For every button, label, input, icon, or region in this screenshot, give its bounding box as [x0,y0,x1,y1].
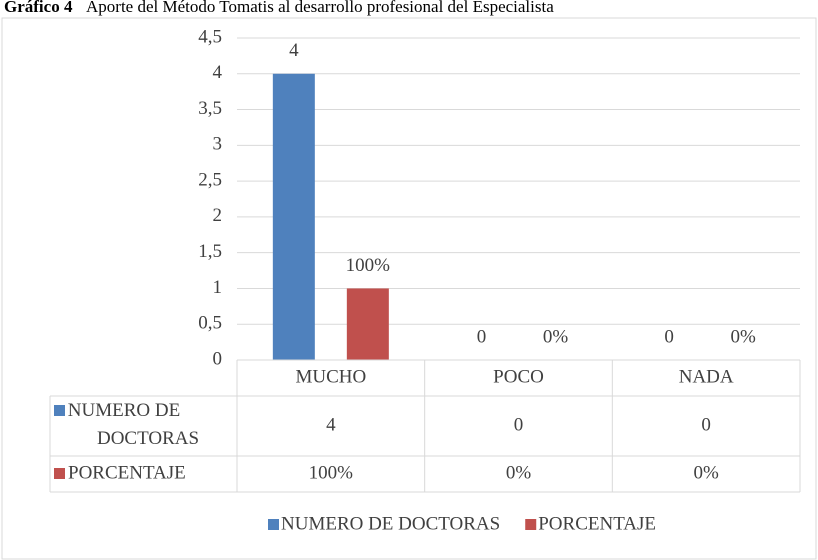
table-legend-key [54,468,65,479]
chart-subtitle: Aporte del Método Tomatis al desarrollo … [86,0,554,16]
data-label: 0% [731,326,757,347]
legend-label: NUMERO DE DOCTORAS [281,513,500,534]
table-row-label: PORCENTAJE [68,462,186,483]
y-tick-label: 2,5 [198,169,222,190]
bar [346,288,389,360]
bar [272,73,315,361]
data-label: 0% [543,326,569,347]
x-tick-label: NADA [679,366,734,387]
legend-label: PORCENTAJE [538,513,656,534]
y-tick-label: 2 [213,205,223,226]
data-label: 0 [477,326,487,347]
y-tick-label: 1 [213,277,223,298]
table-cell: 100% [309,462,354,483]
chart-title: Gráfico 4 [4,0,73,16]
legend-key [268,519,279,530]
table-cell: 4 [326,414,336,435]
table-cell: 0 [514,414,524,435]
table-cell: 0 [701,414,711,435]
y-tick-label: 3 [213,134,223,155]
table-row-label: NUMERO DE DOCTORAS [68,400,199,449]
y-tick-label: 3,5 [198,98,222,119]
y-tick-label: 1,5 [198,241,222,262]
data-label: 0 [664,326,674,347]
data-label: 100% [346,255,391,276]
table-cell: 0% [506,462,532,483]
legend-key [525,519,537,530]
y-tick-label: 4,5 [198,26,222,47]
table-legend-key [54,405,65,416]
y-tick-label: 0,5 [198,313,222,334]
x-tick-label: POCO [493,366,544,387]
data-label: 4 [289,40,299,61]
y-tick-label: 4 [213,62,223,83]
x-tick-label: MUCHO [295,366,366,387]
table-cell: 0% [694,462,720,483]
y-tick-label: 0 [213,348,223,369]
